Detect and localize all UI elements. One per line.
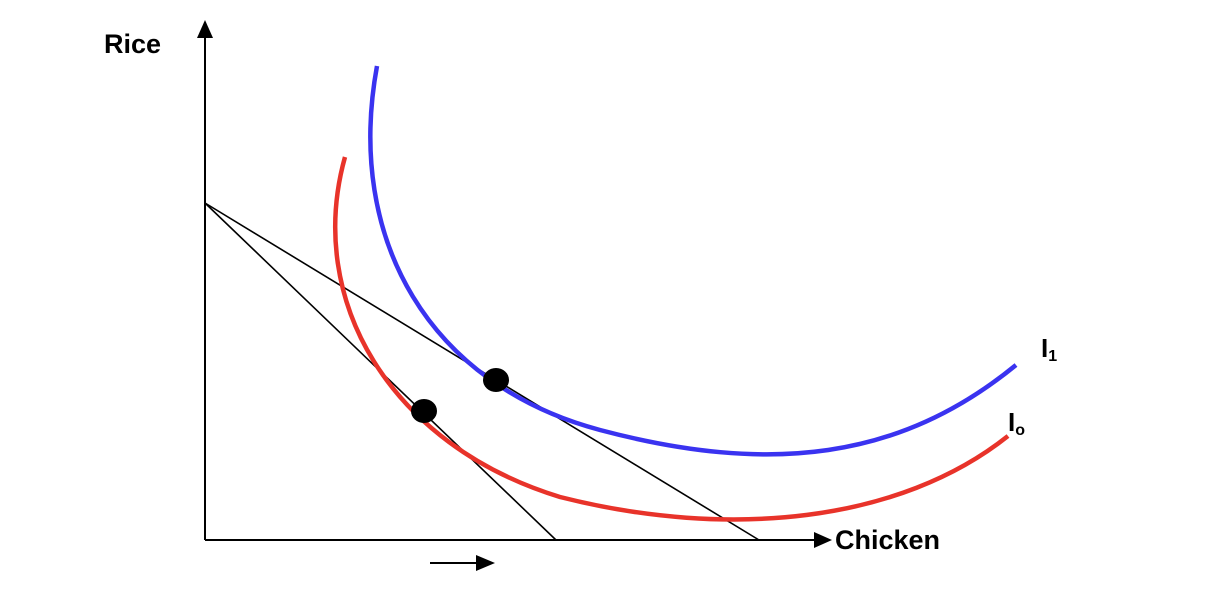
indifference-curve-i0: [333, 156, 1010, 522]
tangency-point-i0: [411, 399, 437, 423]
shift-arrow-head: [476, 555, 495, 571]
curve-label-i0-subscript: o: [1015, 422, 1025, 439]
curve-label-i1-subscript: 1: [1048, 348, 1057, 365]
curve-label-i1-main: I: [1041, 333, 1048, 363]
curve-label-i0-main: I: [1008, 407, 1015, 437]
x-axis-label: Chicken: [835, 525, 940, 555]
curve-label-i0: Io: [1008, 407, 1025, 439]
x-axis-arrowhead: [814, 532, 832, 548]
y-axis-label: Rice: [104, 29, 161, 59]
tangency-point-i1: [483, 368, 509, 392]
curve-label-i1: I1: [1041, 333, 1057, 365]
indifference-curve-i1: [368, 65, 1018, 457]
y-axis-arrowhead: [197, 20, 213, 38]
